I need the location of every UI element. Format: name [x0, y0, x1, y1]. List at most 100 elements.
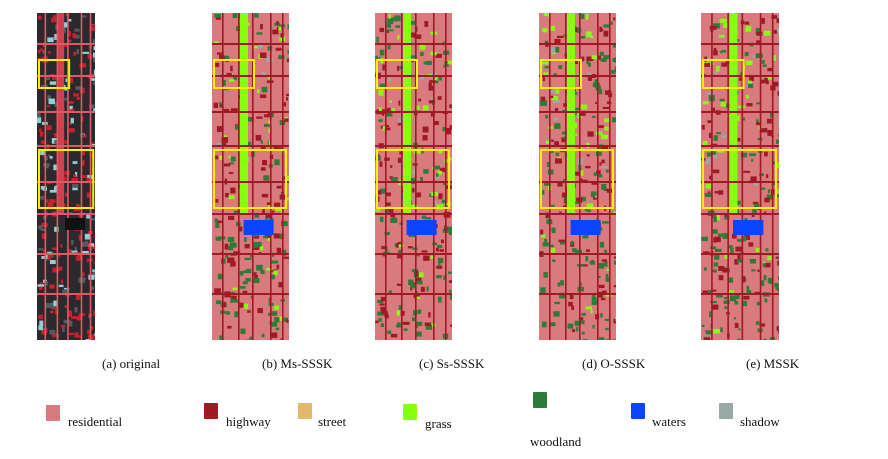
land-patch	[38, 314, 44, 320]
land-patch	[585, 13, 589, 20]
land-patch	[410, 32, 417, 38]
legend-swatch-street	[298, 403, 312, 419]
land-patch	[375, 55, 378, 61]
land-patch	[223, 301, 226, 308]
land-patch	[592, 115, 596, 118]
legend-label-street: street	[318, 414, 347, 429]
land-patch	[557, 282, 561, 287]
land-patch	[734, 322, 739, 328]
land-patch	[439, 249, 444, 252]
land-patch	[263, 114, 271, 118]
land-patch	[734, 301, 739, 305]
land-patch	[286, 58, 289, 63]
road-vertical	[771, 13, 774, 340]
land-patch	[764, 298, 768, 303]
land-patch	[408, 177, 416, 184]
land-patch	[544, 66, 551, 69]
land-patch	[425, 60, 432, 65]
land-patch	[86, 258, 89, 263]
land-patch	[552, 100, 560, 103]
land-patch	[93, 310, 95, 317]
land-patch	[54, 101, 58, 108]
road-horizontal	[375, 75, 452, 77]
land-patch	[766, 118, 772, 124]
land-patch	[565, 90, 569, 95]
road-horizontal	[212, 43, 289, 45]
land-patch	[216, 300, 222, 305]
land-patch	[606, 268, 611, 271]
land-patch	[225, 311, 230, 315]
land-patch	[37, 196, 45, 200]
land-patch	[551, 204, 555, 207]
road-horizontal	[37, 181, 95, 183]
water-body	[65, 218, 85, 230]
land-patch	[722, 267, 730, 273]
land-patch	[230, 295, 237, 301]
land-patch	[216, 126, 224, 132]
land-patch	[742, 300, 747, 307]
land-patch	[76, 86, 83, 90]
land-patch	[756, 301, 761, 306]
land-patch	[713, 217, 717, 223]
land-patch	[419, 44, 426, 50]
land-patch	[771, 15, 778, 19]
land-patch	[592, 294, 596, 298]
land-patch	[778, 330, 779, 334]
land-patch	[398, 305, 403, 311]
land-patch	[444, 158, 451, 163]
land-patch	[743, 295, 750, 300]
land-patch	[49, 310, 54, 314]
land-patch	[582, 233, 588, 239]
land-patch	[738, 145, 744, 150]
land-patch	[275, 327, 280, 331]
land-patch	[227, 236, 235, 243]
land-patch	[230, 65, 233, 72]
land-patch	[261, 333, 265, 338]
land-patch	[773, 29, 779, 34]
land-patch	[776, 18, 779, 24]
land-patch	[417, 309, 422, 315]
land-patch	[244, 243, 250, 249]
land-patch	[286, 93, 289, 97]
land-patch	[223, 55, 230, 61]
land-patch	[278, 26, 282, 31]
land-patch	[60, 244, 63, 248]
land-patch	[73, 208, 81, 212]
land-patch	[599, 227, 603, 231]
land-patch	[614, 57, 616, 63]
land-patch	[398, 181, 404, 186]
land-patch	[74, 307, 78, 313]
land-patch	[560, 280, 564, 286]
land-patch	[718, 266, 725, 271]
road-vertical	[67, 13, 69, 340]
land-patch	[702, 101, 709, 105]
land-patch	[232, 299, 239, 303]
land-patch	[434, 75, 438, 81]
land-patch	[724, 215, 730, 220]
land-patch	[239, 226, 243, 232]
land-patch	[420, 286, 425, 292]
road-vertical	[579, 13, 581, 340]
land-patch	[93, 56, 95, 63]
land-patch	[436, 275, 442, 279]
highlight-box-bottom	[213, 149, 287, 209]
land-patch	[260, 23, 263, 30]
land-patch	[410, 20, 416, 25]
land-patch	[580, 146, 583, 150]
land-patch	[221, 79, 226, 86]
land-patch	[586, 154, 590, 157]
road-horizontal	[701, 75, 779, 77]
land-patch	[717, 233, 724, 237]
land-patch	[589, 261, 595, 264]
land-patch	[756, 119, 759, 125]
land-patch	[282, 176, 287, 180]
land-patch	[380, 296, 387, 302]
land-patch	[756, 122, 761, 125]
land-patch	[432, 242, 437, 246]
land-patch	[591, 300, 599, 305]
land-patch	[580, 196, 586, 202]
land-patch	[397, 123, 402, 126]
land-patch	[581, 264, 588, 267]
road-horizontal	[701, 213, 779, 215]
land-patch	[79, 63, 87, 68]
